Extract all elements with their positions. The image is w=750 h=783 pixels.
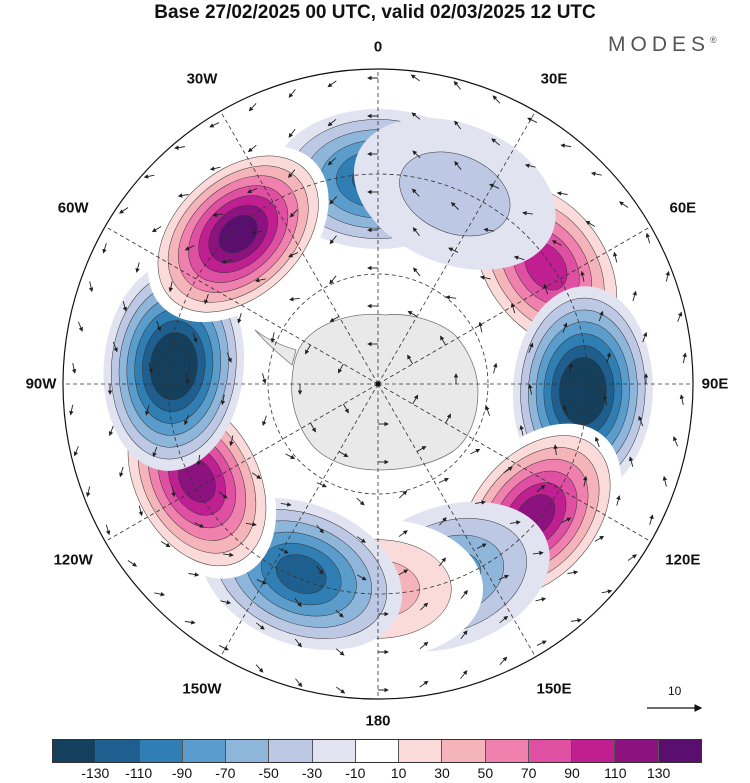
wind-arrows xyxy=(69,74,687,694)
anomaly-shading xyxy=(103,109,653,659)
longitude-label: 90E xyxy=(701,375,729,393)
reference-vector-label: 10 xyxy=(668,684,682,698)
longitude-label: 180 xyxy=(365,712,391,730)
longitude-label: 60W xyxy=(57,199,89,217)
colorbar-cell xyxy=(572,740,616,762)
colorbar-cell xyxy=(485,740,529,762)
colorbar-tick-label: -10 xyxy=(345,765,366,781)
colorbar-cell xyxy=(226,740,270,762)
colorbar xyxy=(52,739,702,763)
colorbar-tick-label: -50 xyxy=(258,765,279,781)
colorbar-cell xyxy=(399,740,443,762)
brand-mark: ® xyxy=(710,35,717,45)
colorbar-cell xyxy=(96,740,140,762)
reference-vector xyxy=(647,704,703,712)
longitude-label: 120W xyxy=(53,551,93,569)
colorbar-tick-label: 70 xyxy=(520,765,537,781)
negative-anomaly-cell xyxy=(512,286,653,497)
longitude-label: 120E xyxy=(665,551,701,569)
colorbar-tick-label: 90 xyxy=(564,765,580,781)
colorbar-cell xyxy=(139,740,183,762)
colorbar-tick-label: 30 xyxy=(434,765,450,781)
negative-anomaly-cell xyxy=(353,118,556,270)
colorbar-tick-label: -130 xyxy=(81,765,110,781)
colorbar-cell xyxy=(269,740,313,762)
longitude-label: 60E xyxy=(669,199,697,217)
colorbar-ticks: -130 -110 -90 -70 -50 -30 -10 10 30 50 70 90 110 130 xyxy=(0,765,750,783)
longitude-label: 30E xyxy=(540,70,568,88)
colorbar-cell xyxy=(658,740,701,762)
colorbar-tick-label: 130 xyxy=(646,765,671,781)
colorbar-cell xyxy=(528,740,573,762)
longitude-label: 150W xyxy=(182,680,222,698)
colorbar-cell xyxy=(442,740,486,762)
south-pole-marker xyxy=(375,381,381,387)
colorbar-tick-label: 50 xyxy=(477,765,494,781)
longitude-label: 0 xyxy=(373,38,383,56)
colorbar-cell xyxy=(312,740,356,762)
positive-anomaly-cell xyxy=(147,146,329,323)
colorbar-tick-label: -110 xyxy=(125,765,153,781)
colorbar-tick-label: 110 xyxy=(604,765,627,781)
colorbar-tick-label: 10 xyxy=(390,765,407,781)
map-title: Base 27/02/2025 00 UTC, valid 02/03/2025… xyxy=(154,2,596,23)
negative-anomaly-cell xyxy=(103,261,245,471)
graticule xyxy=(63,69,693,699)
colorbar-tick-label: -90 xyxy=(171,765,193,781)
map-border xyxy=(62,68,694,700)
longitude-label: 30W xyxy=(186,70,218,88)
colorbar-cell xyxy=(615,740,659,762)
colorbar-cell xyxy=(182,740,227,762)
longitude-label: 150E xyxy=(536,680,572,698)
antarctica-landmass xyxy=(254,313,479,471)
colorbar-tick-label: -30 xyxy=(301,765,323,781)
colorbar-cell xyxy=(53,740,97,762)
colorbar-cell xyxy=(355,740,400,762)
brand-name: MODES xyxy=(608,33,711,56)
brand-logo: MODES® xyxy=(608,33,717,57)
longitude-label: 90W xyxy=(25,375,57,393)
colorbar-tick-label: -70 xyxy=(215,765,236,781)
